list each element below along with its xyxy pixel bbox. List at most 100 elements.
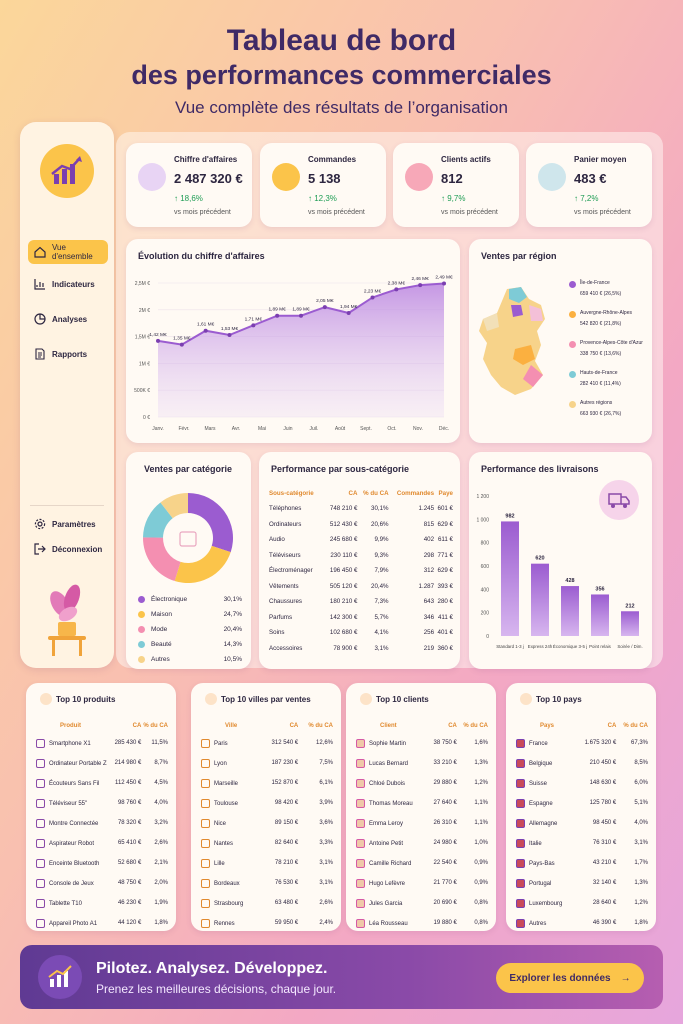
region-value: 542 820 € (21,8%) <box>580 321 622 327</box>
table-cell: Ordinateurs <box>269 520 302 528</box>
legend-value: 20,4% <box>223 626 242 633</box>
row-label: Suisse <box>529 780 548 787</box>
table-cell: 102 680 € <box>329 629 358 637</box>
table-cell: 3,1% <box>634 840 648 846</box>
column-header: % du CA <box>623 723 648 729</box>
table-cell: 32 140 € <box>592 880 617 886</box>
logout-icon <box>34 543 46 555</box>
legend-swatch <box>138 641 145 648</box>
legend-swatch <box>138 626 145 633</box>
table-cell: 1.287 <box>418 582 435 590</box>
logo <box>40 144 94 198</box>
table-row: Luxembourg 28 640 € 1,2% <box>516 893 648 913</box>
row-icon <box>516 918 525 928</box>
row-icon <box>36 838 45 848</box>
footer-banner: Pilotez. Analysez. Développez. Prenez le… <box>20 945 663 1009</box>
table-cell: 46 390 € <box>592 920 617 926</box>
row-icon <box>201 878 210 888</box>
table-cell: 78 900 € <box>333 644 358 652</box>
sidebar-item-indicators[interactable]: Indicateurs <box>28 272 108 296</box>
row-label: Emma Leroy <box>369 820 404 827</box>
table-cell: Paris <box>201 733 261 753</box>
table-header-row: Client CA % du CA <box>356 719 488 733</box>
table-row: Italie 76 310 € 3,1% <box>516 833 648 853</box>
table-cell: 219 <box>423 644 435 652</box>
home-icon <box>34 246 46 258</box>
region-value: 282 410 € (11,4%) <box>580 381 621 387</box>
row-icon <box>516 838 525 848</box>
table-cell: 125 780 € <box>589 800 617 806</box>
row-label: Espagne <box>529 800 553 807</box>
kpi-change: ↑ 12,3% <box>308 194 337 203</box>
row-label: Chloé Dubois <box>369 780 406 787</box>
table-cell: 7,9% <box>374 567 389 575</box>
row-label: Montre Connectée <box>49 820 99 827</box>
data-point <box>346 311 351 316</box>
card-title: Top 10 produits <box>56 695 116 704</box>
table-cell: 20,6% <box>371 520 389 528</box>
kpi-change: ↑ 9,7% <box>441 194 466 203</box>
explore-button-label: Explorer les données <box>509 972 611 984</box>
explore-data-button[interactable]: Explorer les données → <box>496 963 644 993</box>
data-label: 2,49 M€ <box>435 275 453 281</box>
row-label: Pays-Bas <box>529 860 555 867</box>
x-tick-label: Soirée / Dim. <box>617 644 642 649</box>
row-icon <box>516 878 525 888</box>
table-cell: 3,2% <box>154 820 168 826</box>
card-icon <box>360 693 372 705</box>
kpi-card: Commandes 5 138 ↑ 12,3% vs mois précédent <box>260 143 386 227</box>
column-header: CA <box>289 723 299 729</box>
data-point <box>370 295 375 300</box>
table-cell: 98 450 € <box>592 820 617 826</box>
sidebar-item-label: Rapports <box>52 349 88 359</box>
table-cell: 2,0% <box>154 880 168 886</box>
sidebar-item-overview[interactable]: Vue d'ensemble <box>28 240 108 264</box>
table-cell: 280 € <box>437 598 453 606</box>
y-tick-label: 2,5M € <box>135 281 151 287</box>
table-cell: 26 310 € <box>433 820 457 826</box>
row-label: Antoine Petit <box>369 840 404 847</box>
data-point <box>275 313 280 318</box>
sidebar-item-settings[interactable]: Paramètres <box>28 512 108 536</box>
table-cell: Hugo Lefèvre <box>356 873 427 893</box>
table-cell: 629 € <box>437 520 453 528</box>
revenue-area-chart: 0 € 500K € 1M € 1,5M € 2M € 2,5M € 1,42 M€ 1,35… <box>134 275 453 432</box>
x-tick-label: Mai <box>258 426 266 432</box>
sidebar-item-analyses[interactable]: Analyses <box>28 307 108 331</box>
row-label: Italie <box>529 840 542 847</box>
table-cell: 67,3% <box>630 740 648 746</box>
revenue-chart-card: Évolution du chiffre d'affaires 0 € 500K … <box>126 239 460 443</box>
table-cell: 19 880 € <box>433 920 457 926</box>
table-cell: Luxembourg <box>516 893 576 913</box>
row-icon <box>356 778 365 788</box>
sidebar-item-reports[interactable]: Rapports <box>28 342 108 366</box>
page-title-line2: des performances commerciales <box>131 60 552 90</box>
card-icon <box>40 693 52 705</box>
row-icon <box>356 818 365 828</box>
region-legend-item: Hauts-de-France 282 410 € (11,4%) <box>569 369 649 399</box>
pie-slice <box>188 493 233 553</box>
table-cell: Console de Jeux <box>36 873 112 893</box>
page-subtitle: Vue complète des résultats de l’organisa… <box>175 98 508 117</box>
table-cell: 1,3% <box>474 760 488 766</box>
legend-label: Mode <box>151 626 168 633</box>
row-label: Console de Jeux <box>49 880 94 887</box>
column-header: Commandes <box>396 490 435 497</box>
kpi-value: 812 <box>441 171 463 186</box>
table-cell: Strasbourg <box>201 893 261 913</box>
kpi-subtext: vs mois précédent <box>441 209 498 216</box>
sidebar-item-logout[interactable]: Déconnexion <box>28 537 108 561</box>
table-cell: Nice <box>201 813 261 833</box>
kpi-subtext: vs mois précédent <box>308 209 365 216</box>
x-tick-label: Août <box>335 426 346 432</box>
table-row: Jules Garcia 20 690 € 0,8% <box>356 893 488 913</box>
table-cell: 4,5% <box>154 780 168 786</box>
data-point <box>322 305 327 310</box>
y-tick-label: 0 <box>486 634 489 640</box>
table-cell: 6,1% <box>319 780 333 786</box>
table-cell: 82 640 € <box>274 840 299 846</box>
table-cell: 4,0% <box>634 820 648 826</box>
category-donut-chart <box>143 493 233 583</box>
row-icon <box>516 898 525 908</box>
region-name: Auvergne-Rhône-Alpes <box>580 310 632 316</box>
